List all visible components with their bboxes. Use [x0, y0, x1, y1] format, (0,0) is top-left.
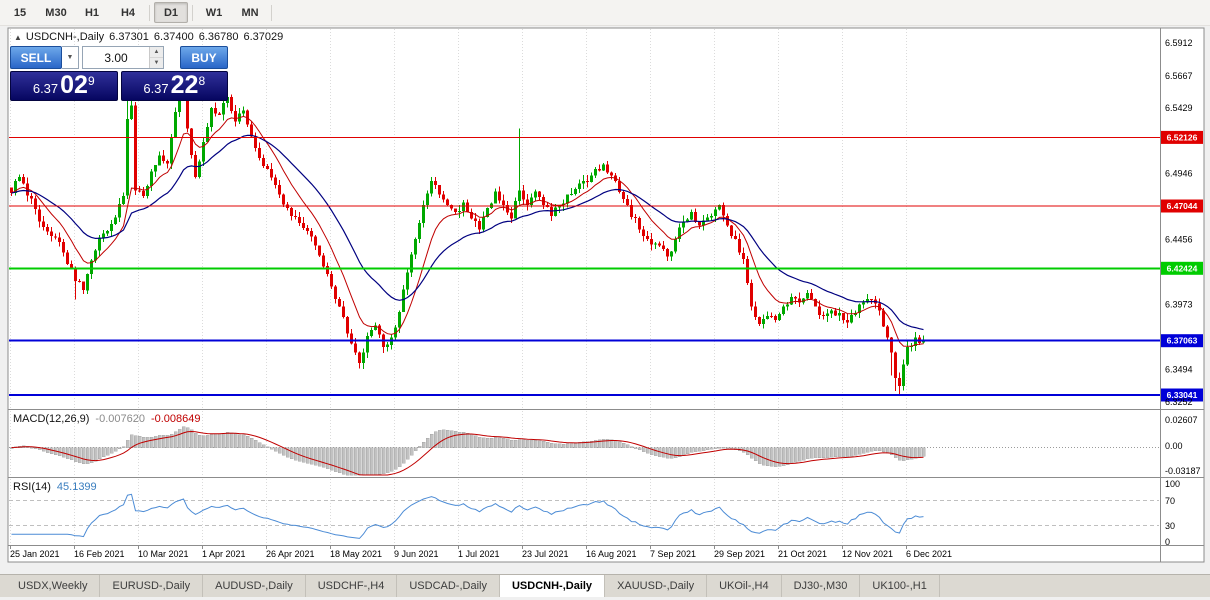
svg-text:6.3494: 6.3494 [1165, 364, 1193, 374]
collapse-icon[interactable]: ▲ [14, 33, 22, 42]
timeframe-button-mn[interactable]: MN [241, 6, 259, 19]
timeframe-button-h4[interactable]: H4 [120, 6, 136, 19]
svg-text:21 Oct 2021: 21 Oct 2021 [778, 549, 827, 559]
macd-label: MACD(12,26,9) -0.007620 -0.008649 [13, 413, 201, 425]
toolbar-separator [271, 4, 272, 21]
buy-price-base: 6.37 [143, 81, 169, 96]
buy-price-quote[interactable]: 6.37 22 8 [120, 71, 228, 101]
rsi-value: 45.1399 [56, 481, 97, 493]
svg-text:6.4456: 6.4456 [1165, 234, 1193, 244]
timeframe-button-w1[interactable]: W1 [205, 6, 223, 19]
timeframe-toolbar: 15 M30 H1 H4 D1 W1 MN [0, 0, 1210, 26]
volume-down-icon[interactable]: ▼ [150, 58, 163, 68]
svg-text:100: 100 [1165, 479, 1180, 489]
buy-price-pips: 22 [170, 71, 199, 99]
svg-text:-0.03187: -0.03187 [1165, 466, 1201, 476]
macd-value-main: -0.007620 [95, 413, 145, 425]
svg-text:6.5667: 6.5667 [1165, 71, 1193, 81]
svg-text:6.37063: 6.37063 [1167, 336, 1198, 346]
svg-text:6.5429: 6.5429 [1165, 103, 1193, 113]
volume-stepper: ▲ ▼ [149, 47, 163, 68]
svg-text:23 Jul 2021: 23 Jul 2021 [522, 549, 569, 559]
svg-text:16 Feb 2021: 16 Feb 2021 [74, 549, 125, 559]
ohlc-open: 6.37301 [109, 31, 149, 43]
svg-text:9 Jun 2021: 9 Jun 2021 [394, 549, 439, 559]
svg-text:0: 0 [1165, 537, 1170, 547]
chart-tab-bar: USDX,Weekly EURUSD-,Daily AUDUSD-,Daily USD… [0, 574, 1210, 597]
volume-dropdown[interactable]: ▼ [62, 46, 79, 69]
svg-text:1 Jul 2021: 1 Jul 2021 [458, 549, 500, 559]
svg-text:70: 70 [1165, 496, 1175, 506]
tab-dj30-m30[interactable]: DJ30-,M30 [782, 575, 861, 597]
sell-price-quote[interactable]: 6.37 02 9 [10, 71, 118, 101]
volume-field: ▲ ▼ [82, 46, 164, 69]
tab-xauusd-daily[interactable]: XAUUSD-,Daily [605, 575, 708, 597]
svg-text:10 Mar 2021: 10 Mar 2021 [138, 549, 189, 559]
svg-text:6.52126: 6.52126 [1167, 132, 1198, 142]
svg-text:6.47044: 6.47044 [1167, 201, 1198, 211]
volume-input[interactable] [83, 47, 149, 68]
chart-ohlc-header: ▲ USDCNH-,Daily 6.37301 6.37400 6.36780 6.370… [14, 31, 288, 43]
timeframe-button-15[interactable]: 15 [13, 6, 27, 19]
rsi-name: RSI(14) [13, 481, 51, 493]
tab-audusd-daily[interactable]: AUDUSD-,Daily [203, 575, 306, 597]
timeframe-button-m30[interactable]: M30 [45, 6, 67, 19]
svg-text:6.3252: 6.3252 [1165, 397, 1193, 407]
svg-text:16 Aug 2021: 16 Aug 2021 [586, 549, 637, 559]
ohlc-low: 6.36780 [198, 31, 239, 43]
ohlc-high: 6.37400 [153, 31, 194, 43]
buy-price-point: 8 [198, 74, 206, 88]
sell-button[interactable]: SELL [10, 46, 62, 69]
tab-usdchf-h4[interactable]: USDCHF-,H4 [306, 575, 398, 597]
timeframe-button-h1[interactable]: H1 [84, 6, 100, 19]
svg-text:6.33041: 6.33041 [1167, 390, 1198, 400]
tab-usdcnh-daily[interactable]: USDCNH-,Daily [499, 575, 606, 597]
tab-eurusd-daily[interactable]: EURUSD-,Daily [100, 575, 204, 597]
svg-text:29 Sep 2021: 29 Sep 2021 [714, 549, 765, 559]
rsi-label: RSI(14) 45.1399 [13, 481, 97, 493]
tab-uk100-h1[interactable]: UK100-,H1 [860, 575, 940, 597]
svg-text:25 Jan 2021: 25 Jan 2021 [10, 549, 60, 559]
tab-usdcad-daily[interactable]: USDCAD-,Daily [397, 575, 500, 597]
timeframe-button-d1[interactable]: D1 [154, 2, 188, 23]
tab-usdx-weekly[interactable]: USDX,Weekly [6, 575, 101, 597]
svg-text:6.4946: 6.4946 [1165, 168, 1193, 178]
sell-price-pips: 02 [60, 71, 88, 99]
svg-text:1 Apr 2021: 1 Apr 2021 [202, 549, 246, 559]
svg-text:26 Apr 2021: 26 Apr 2021 [266, 549, 315, 559]
svg-text:7 Sep 2021: 7 Sep 2021 [650, 549, 696, 559]
one-click-trade-panel: SELL ▼ ▲ ▼ BUY 6.37 02 9 6.37 22 8 [10, 46, 228, 101]
ohlc-close: 6.37029 [243, 31, 284, 43]
svg-text:6.42424: 6.42424 [1167, 263, 1198, 273]
volume-up-icon[interactable]: ▲ [150, 47, 163, 58]
svg-text:18 May 2021: 18 May 2021 [330, 549, 382, 559]
chart-symbol-label: USDCNH-,Daily [25, 31, 105, 43]
tab-ukoil-h4[interactable]: UKOil-,H4 [707, 575, 782, 597]
svg-text:6.5912: 6.5912 [1165, 38, 1193, 48]
sell-price-point: 9 [87, 74, 95, 88]
macd-value-signal: -0.008649 [150, 413, 201, 425]
buy-button[interactable]: BUY [180, 46, 228, 69]
svg-text:6.3973: 6.3973 [1165, 300, 1193, 310]
svg-text:12 Nov 2021: 12 Nov 2021 [842, 549, 893, 559]
svg-text:0.02607: 0.02607 [1165, 415, 1198, 425]
svg-text:0.00: 0.00 [1165, 441, 1183, 451]
sell-price-base: 6.37 [32, 81, 59, 96]
toolbar-separator [149, 4, 150, 21]
toolbar-separator [192, 4, 193, 21]
svg-text:30: 30 [1165, 521, 1175, 531]
macd-name: MACD(12,26,9) [13, 413, 90, 425]
svg-text:6 Dec 2021: 6 Dec 2021 [906, 549, 952, 559]
